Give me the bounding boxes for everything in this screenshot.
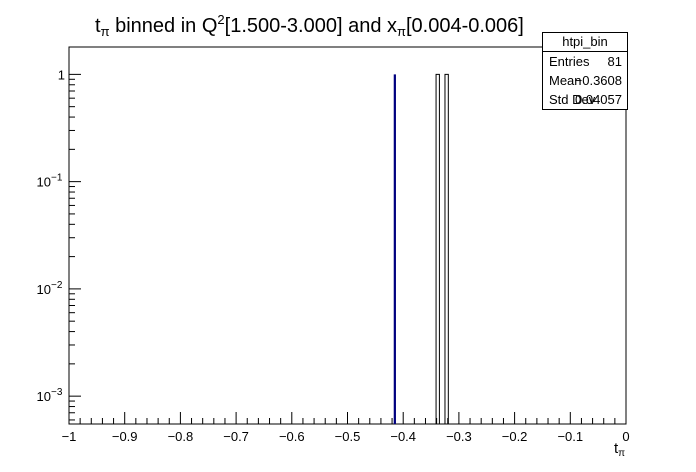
y-tick-label-exponent: −1	[51, 173, 63, 184]
stats-mean-label: Mean	[549, 73, 582, 88]
y-tick-label-base: 10	[37, 175, 51, 190]
stats-mean-value: −0.3608	[574, 73, 622, 88]
x-tick-label: −1	[62, 429, 77, 444]
y-tick-label: 10 −1	[37, 173, 63, 190]
y-tick-label: 10 −3	[37, 387, 63, 404]
y-tick-label-base: 10	[37, 389, 51, 404]
histogram-bar	[393, 74, 396, 425]
title-var: t	[95, 15, 101, 37]
title-q-range: [1.500-3.000] and x	[224, 15, 397, 37]
y-tick-label-exponent: −2	[51, 280, 63, 291]
x-tick-label: −0.7	[223, 429, 249, 444]
x-tick-label: −0.1	[557, 429, 583, 444]
y-tick-label: 1	[58, 67, 65, 82]
x-tick-label: −0.9	[112, 429, 138, 444]
y-tick-label-base: 10	[37, 282, 51, 297]
title-mid: binned in Q	[109, 15, 218, 37]
histogram-bar	[444, 73, 449, 424]
x-tick-label: −0.6	[279, 429, 305, 444]
title-var-sub: π	[100, 24, 110, 39]
title-x-sub: π	[397, 24, 406, 39]
x-axis-label: tπ	[614, 440, 625, 459]
y-tick-label-base: 1	[58, 67, 65, 82]
x-tick-label: −0.5	[335, 429, 361, 444]
title-x-range: [0.004-0.006]	[405, 15, 524, 37]
y-tick-label: 10 −2	[37, 280, 63, 297]
stats-entries-label: Entries	[549, 54, 590, 69]
x-axis-label-main: t	[614, 440, 619, 457]
stats-entries-row: Entries 81	[543, 52, 627, 71]
title-sup: 2	[217, 12, 225, 27]
stats-name: htpi_bin	[543, 33, 627, 52]
x-tick-label: −0.2	[502, 429, 528, 444]
y-tick-label-exponent: −3	[51, 387, 63, 398]
x-tick-label: 0	[622, 429, 629, 444]
x-tick-label: −0.3	[446, 429, 472, 444]
chart-title: tπ binned in Q2[1.500-3.000] and xπ[0.00…	[95, 6, 595, 46]
stats-entries-value: 81	[607, 54, 622, 69]
x-tick-label: −0.4	[390, 429, 416, 444]
x-tick-label: −0.8	[168, 429, 194, 444]
stats-box: htpi_bin Entries 81 Mean −0.3608 Std Dev…	[542, 32, 628, 110]
stats-stddev-label: Std Dev	[549, 92, 596, 107]
stats-stddev-value: 0.04057	[575, 92, 622, 107]
stats-mean-row: Mean −0.3608	[543, 71, 627, 90]
stats-stddev-row: Std Dev 0.04057	[543, 90, 627, 109]
x-axis-label-sub: π	[618, 448, 626, 459]
histogram-bar	[435, 73, 440, 424]
